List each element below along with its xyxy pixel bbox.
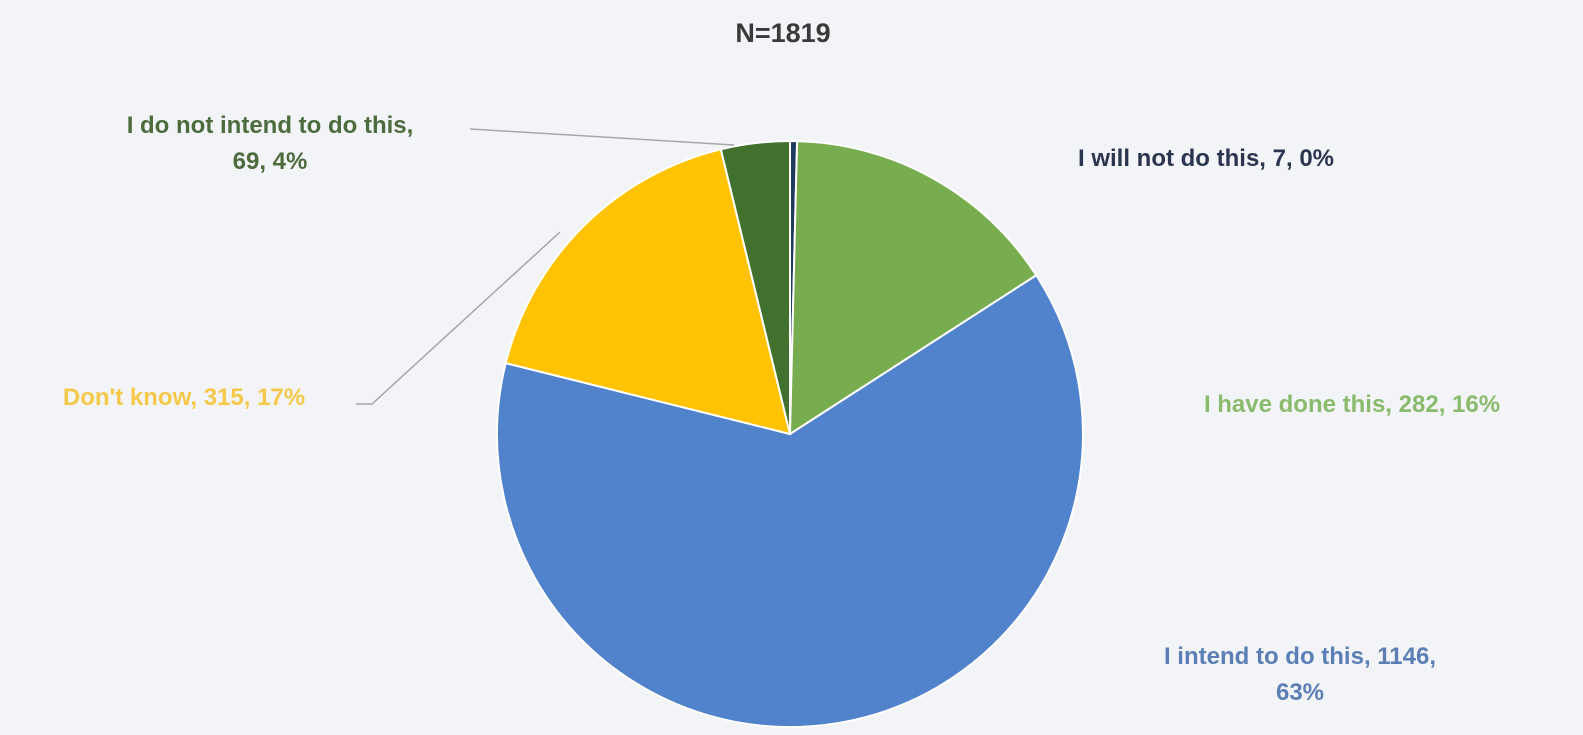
data-label-line: I will not do this, 7, 0% [1078,145,1334,172]
pie-slice-i-have-done-this [788,140,1038,436]
chart-title: N=1819 [735,18,830,48]
pie-slice-i-do-not-intend-to-do-this [719,139,791,435]
data-label-i-do-not-intend-to-do-this: I do not intend to do this, 69, 4% [127,112,414,175]
data-label-line: I do not intend to do this, [127,112,414,139]
data-label-i-have-done-this: I have done this, 282, 16% [1204,391,1500,418]
data-label-line: I intend to do this, 1146, [1164,643,1436,670]
data-label-line: 69, 4% [233,148,308,175]
pie-slices [496,139,1084,728]
data-label-line: 63% [1276,679,1324,706]
pie-slice-don-t-know [504,148,792,436]
leader-line [469,128,735,146]
leader-lines [356,128,735,405]
data-label-i-intend-to-do-this: I intend to do this, 1146, 63% [1164,643,1436,706]
data-label-don-t-know: Don't know, 315, 17% [63,384,305,411]
pie-slice-i-intend-to-do-this [496,273,1084,728]
leader-line [356,231,561,405]
data-label-i-will-not-do-this: I will not do this, 7, 0% [1078,145,1334,172]
data-label-line: I have done this, 282, 16% [1204,391,1500,418]
data-labels: I will not do this, 7, 0% I have done thi… [63,112,1500,706]
data-label-line: Don't know, 315, 17% [63,384,305,411]
